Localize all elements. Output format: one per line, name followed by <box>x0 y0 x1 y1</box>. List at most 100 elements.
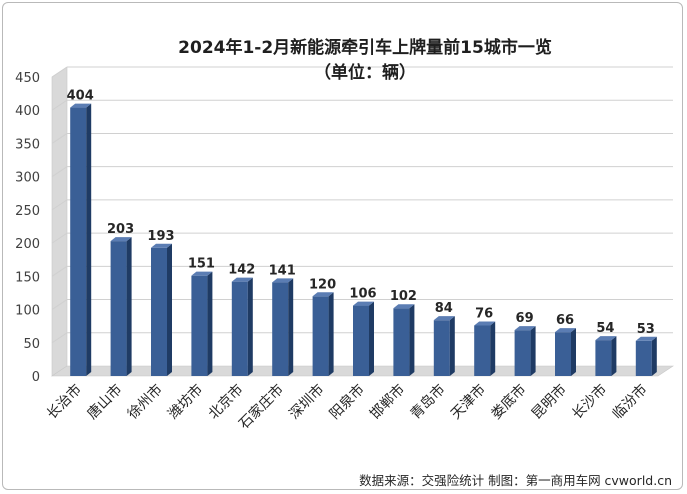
bar <box>353 301 374 376</box>
bar-top <box>151 243 172 248</box>
bar-top <box>595 336 617 341</box>
bar-front <box>353 305 369 376</box>
bar-side <box>86 103 92 376</box>
bar-top <box>312 292 334 297</box>
bar-side <box>247 277 253 376</box>
bar <box>151 243 172 376</box>
bar-top <box>635 336 657 341</box>
bar-side <box>126 237 132 376</box>
bar-front <box>272 282 289 376</box>
bar <box>433 316 455 376</box>
x-tick-label: 长沙市 <box>569 381 611 423</box>
bar-top <box>555 328 576 333</box>
data-label: 102 <box>390 289 417 304</box>
bar <box>635 336 657 376</box>
bar-front <box>110 241 127 376</box>
y-tick-label: 300 <box>15 171 40 186</box>
data-label: 84 <box>435 301 453 316</box>
gridline-side <box>51 265 68 277</box>
bar-top <box>110 237 132 242</box>
bar <box>191 271 213 376</box>
x-tick-label: 阳泉市 <box>326 381 368 423</box>
bar <box>70 103 92 376</box>
chart-subtitle: （单位：辆） <box>314 62 416 83</box>
data-label: 69 <box>516 311 534 326</box>
bar <box>231 277 253 376</box>
y-tick-label: 450 <box>15 71 40 86</box>
bar <box>514 326 536 376</box>
y-tick-label: 400 <box>15 104 40 119</box>
data-label: 53 <box>637 322 655 337</box>
data-label: 151 <box>188 257 215 272</box>
bar-side <box>369 301 374 376</box>
bar-side <box>288 278 294 376</box>
y-tick-label: 100 <box>15 304 40 319</box>
bar-side <box>207 271 213 376</box>
data-label: 193 <box>147 229 174 244</box>
gridline-side <box>51 332 68 344</box>
data-label: 404 <box>67 89 94 104</box>
x-tick-label: 潍坊市 <box>165 381 207 423</box>
y-tick-label: 0 <box>32 370 40 385</box>
data-labels: 404 203 193 151 142 141 120 106 102 84 76 69 66 54 53 <box>67 89 655 337</box>
bar-side <box>167 243 172 376</box>
bar-top <box>191 271 213 276</box>
bar <box>595 336 617 376</box>
y-axis-ticks: 0 50 100 150 200 250 300 350 400 450 <box>15 71 40 385</box>
source-note: 数据来源：交强险统计 制图：第一商用车网 cvworld.cn <box>359 473 672 488</box>
bar-front <box>312 296 329 376</box>
bar-front <box>635 340 652 376</box>
bar-front <box>393 308 410 376</box>
bar-top <box>272 278 294 283</box>
bar-front <box>151 247 167 376</box>
bar-front <box>191 275 208 376</box>
gridline-side <box>51 99 68 111</box>
bar-front <box>555 332 571 376</box>
bar-front <box>433 320 450 376</box>
bar-front <box>595 340 612 376</box>
gridline-side <box>51 66 68 78</box>
bar-top <box>70 103 92 108</box>
bar-top <box>353 301 374 306</box>
data-label: 141 <box>269 263 296 278</box>
y-tick-label: 200 <box>15 237 40 252</box>
gridline-side <box>51 166 68 178</box>
bar-side <box>328 292 334 376</box>
bar <box>393 304 415 376</box>
bar <box>474 321 496 376</box>
data-label: 203 <box>107 222 134 237</box>
chart-title: 2024年1-2月新能源牵引车上牌量前15城市一览 <box>178 37 552 58</box>
data-label: 106 <box>349 287 376 302</box>
bar <box>110 237 132 376</box>
data-label: 76 <box>475 307 493 322</box>
data-label: 66 <box>556 313 574 328</box>
x-tick-label: 长治市 <box>43 381 85 423</box>
x-tick-label: 邯郸市 <box>367 381 409 423</box>
bar <box>555 328 576 376</box>
bar-front <box>474 325 491 376</box>
x-tick-label: 石家庄市 <box>235 381 287 433</box>
y-tick-label: 50 <box>23 337 40 352</box>
x-tick-label: 天津市 <box>447 381 489 423</box>
y-tick-label: 150 <box>15 270 40 285</box>
bar-front <box>231 281 248 376</box>
bar-side <box>571 328 576 376</box>
bars <box>70 103 657 376</box>
bar-top <box>231 277 253 282</box>
bar-side <box>530 326 536 376</box>
bar-side <box>611 336 617 376</box>
bar-side <box>449 316 455 376</box>
data-label: 142 <box>228 263 255 278</box>
data-label: 120 <box>309 277 336 292</box>
x-tick-label: 娄底市 <box>488 381 530 423</box>
bar-top <box>433 316 455 321</box>
y-tick-label: 250 <box>15 204 40 219</box>
x-tick-label: 昆明市 <box>528 381 570 423</box>
gridline-side <box>51 133 68 144</box>
bar-top <box>474 321 496 326</box>
gridline-side <box>51 299 68 310</box>
bar <box>272 278 294 376</box>
x-tick-label: 徐州市 <box>124 381 166 423</box>
